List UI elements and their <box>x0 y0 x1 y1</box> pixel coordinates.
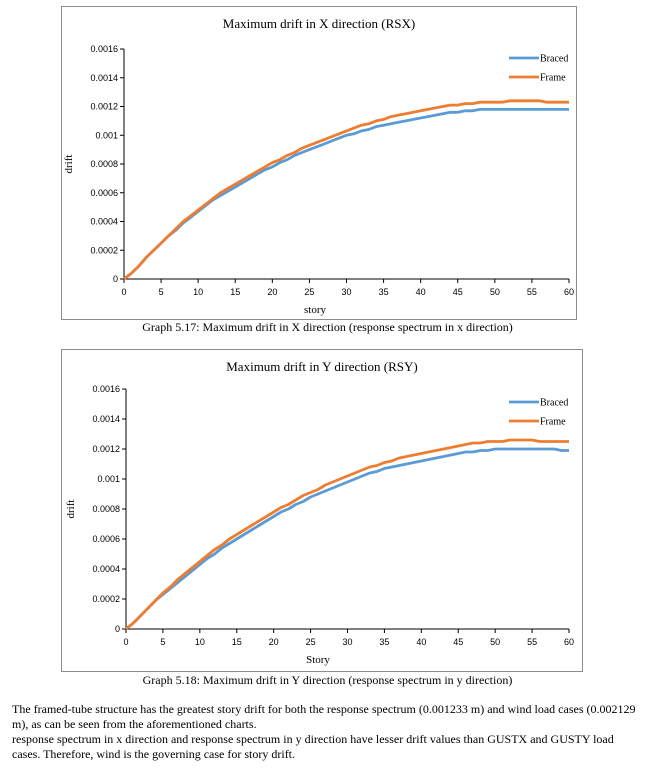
y-tick-label: 0.0016 <box>92 384 120 394</box>
x-tick-label: 35 <box>379 637 389 647</box>
x-tick-label: 5 <box>159 287 164 297</box>
y-tick-label: 0.001 <box>97 474 120 484</box>
x-tick-label: 10 <box>195 637 205 647</box>
y-tick-label: 0.0006 <box>92 534 120 544</box>
y-axis-title: drift <box>63 155 75 174</box>
legend-label-frame: Frame <box>540 73 566 84</box>
chart-rsx-container: Maximum drift in X direction (RSX) 0 0.000… <box>61 6 577 320</box>
legend-label-braced: Braced <box>540 398 568 409</box>
x-tick-label: 30 <box>341 287 351 297</box>
y-tick-label: 0.0006 <box>90 188 118 198</box>
discussion-text: The framed-tube structure has the greate… <box>12 702 642 762</box>
series-line-frame <box>123 99 569 281</box>
chart-title: Maximum drift in Y direction (RSY) <box>226 359 417 374</box>
y-tick-label: 0.0002 <box>92 594 120 604</box>
graph-5-18-caption: Graph 5.18: Maximum drift in Y direction… <box>142 673 513 687</box>
y-tick-label: 0.0004 <box>90 217 118 227</box>
x-tick-label: 55 <box>527 287 537 297</box>
chart-rsx: Maximum drift in X direction (RSX) 0 0.000… <box>63 16 574 316</box>
x-tick-label: 15 <box>232 637 242 647</box>
series-line-braced <box>125 447 569 631</box>
chart-rsy-container: Maximum drift in Y direction (RSY) 0 0.000… <box>61 349 583 672</box>
x-tick-label: 45 <box>453 287 463 297</box>
y-tick-label: 0.0004 <box>92 564 120 574</box>
x-tick-label: 55 <box>527 637 537 647</box>
chart-rsy: Maximum drift in Y direction (RSY) 0 0.000… <box>65 359 574 666</box>
x-tick-label: 25 <box>306 637 316 647</box>
legend-label-braced: Braced <box>540 54 568 65</box>
y-tick-label: 0.0008 <box>92 504 120 514</box>
y-tick-label: 0.0016 <box>90 44 118 54</box>
x-tick-label: 40 <box>416 637 426 647</box>
discussion-paragraph-1: The framed-tube structure has the greate… <box>12 702 636 731</box>
x-tick-label: 20 <box>269 637 279 647</box>
y-tick-label: 0 <box>113 274 118 284</box>
series-line-frame <box>125 438 569 631</box>
y-tick-label: 0.0012 <box>92 444 120 454</box>
x-tick-label: 20 <box>267 287 277 297</box>
y-tick-label: 0.0008 <box>90 159 118 169</box>
x-tick-label: 50 <box>490 637 500 647</box>
y-tick-label: 0.0014 <box>90 73 118 83</box>
x-tick-label: 50 <box>490 287 500 297</box>
x-tick-label: 35 <box>379 287 389 297</box>
discussion-paragraph-2: response spectrum in x direction and res… <box>12 732 614 761</box>
x-tick-label: 30 <box>342 637 352 647</box>
y-tick-label: 0.0002 <box>90 245 118 255</box>
x-tick-label: 5 <box>160 637 165 647</box>
x-tick-label: 40 <box>416 287 426 297</box>
x-tick-label: 0 <box>121 287 126 297</box>
x-tick-label: 10 <box>193 287 203 297</box>
x-tick-label: 60 <box>564 287 574 297</box>
series-line-braced <box>123 108 569 281</box>
x-axis-title: Story <box>306 654 330 666</box>
y-tick-label: 0.001 <box>95 130 118 140</box>
x-tick-label: 60 <box>564 637 574 647</box>
y-tick-label: 0.0014 <box>92 414 120 424</box>
x-tick-label: 0 <box>123 637 128 647</box>
chart-title: Maximum drift in X direction (RSX) <box>223 16 415 31</box>
y-tick-label: 0.0012 <box>90 102 118 112</box>
y-axis-title: drift <box>65 500 77 519</box>
x-axis-title: story <box>304 304 327 316</box>
x-tick-label: 15 <box>230 287 240 297</box>
x-tick-label: 25 <box>304 287 314 297</box>
x-tick-label: 45 <box>453 637 463 647</box>
y-tick-label: 0 <box>115 624 120 634</box>
legend-label-frame: Frame <box>540 417 566 428</box>
graph-5-17-caption: Graph 5.17: Maximum drift in X direction… <box>142 320 513 334</box>
